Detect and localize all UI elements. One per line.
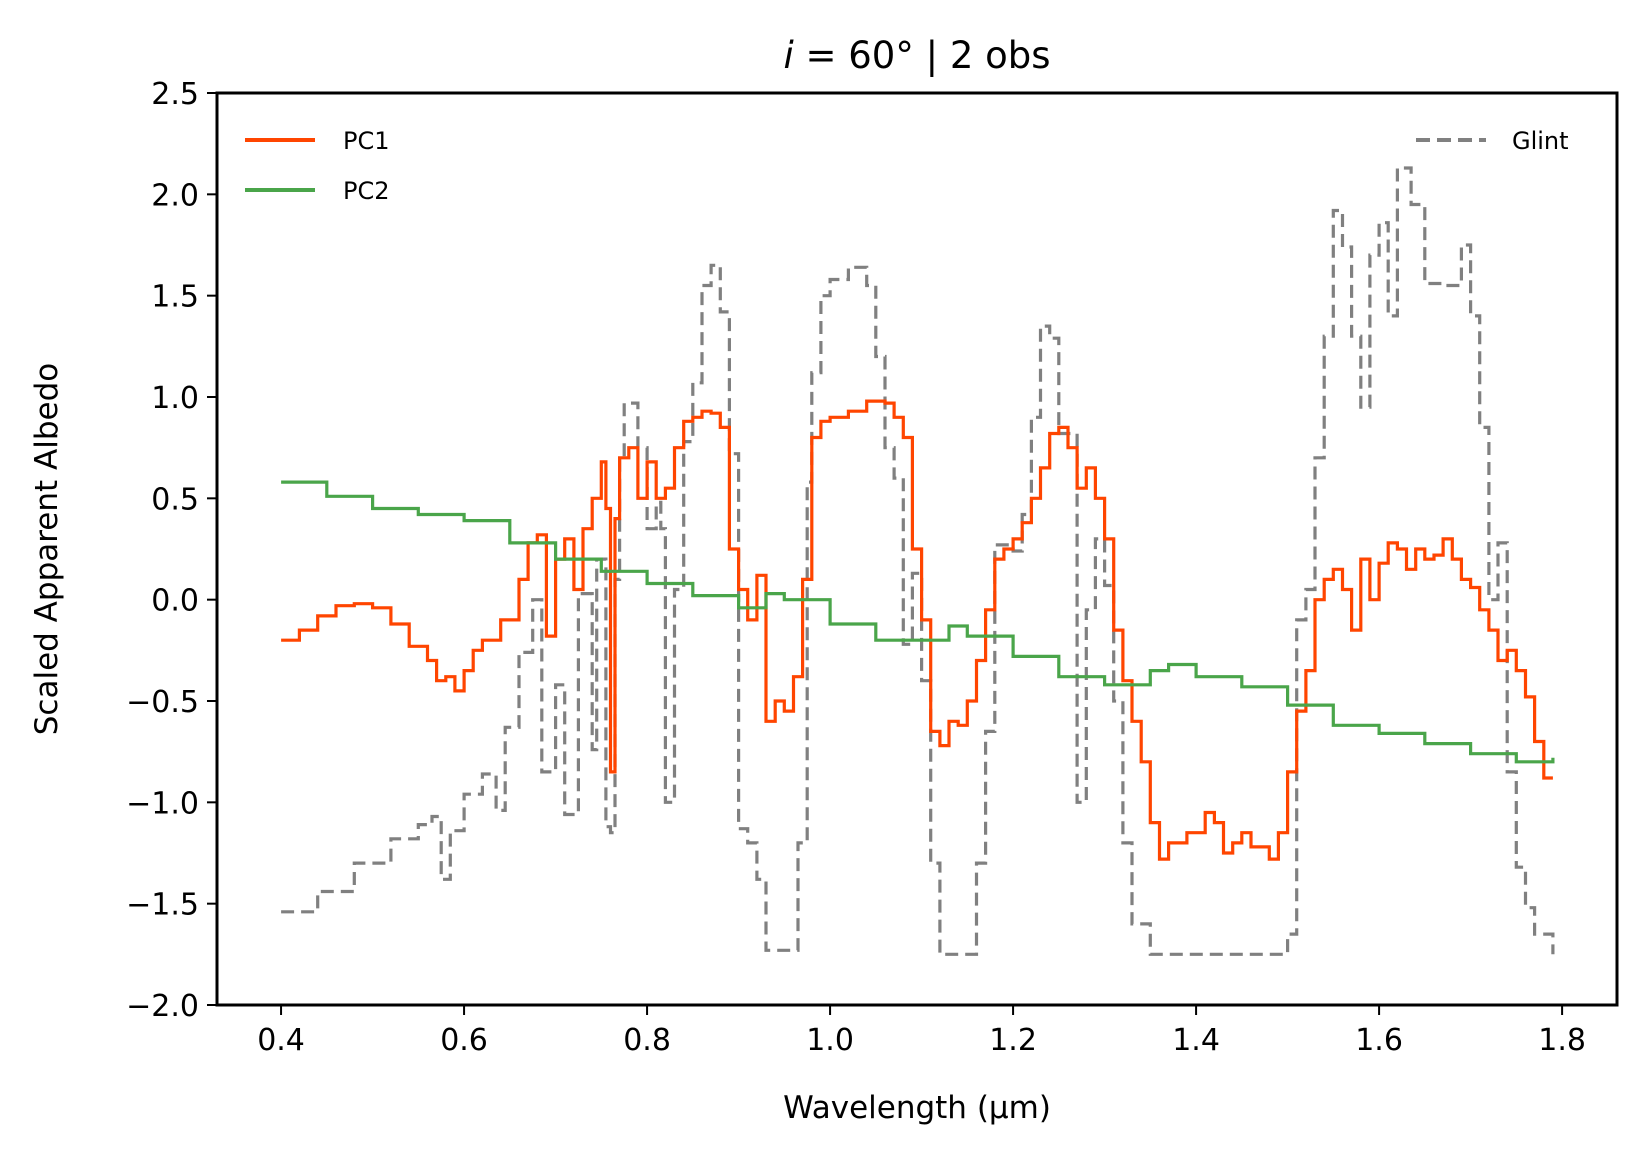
y-tick-label: −1.0 [126,786,199,821]
legend-pc1-label: PC1 [343,127,390,155]
y-tick-label: 2.0 [151,178,199,213]
legend-left: PC1 PC2 [245,127,390,205]
y-axis-label: Scaled Apparent Albedo [29,363,65,736]
y-tick-label: 0.0 [151,584,199,619]
x-tick-label: 1.6 [1355,1023,1403,1058]
series-pc2-line [281,480,1555,764]
y-tick-label: −2.0 [126,989,199,1024]
x-tick-label: 1.4 [1172,1023,1220,1058]
x-tick-label: 0.6 [440,1023,488,1058]
x-axis-label: Wavelength (μm) [783,1090,1051,1126]
series-pc1-line [281,399,1553,861]
y-tick-label: −1.5 [126,888,199,923]
x-tick-label: 1.0 [806,1023,854,1058]
x-axis: 0.4 0.6 0.8 1.0 1.2 1.4 1.6 1.8 [257,1005,1586,1058]
series-layer [281,166,1555,956]
y-tick-label: 0.5 [151,482,199,517]
x-tick-label: 1.2 [989,1023,1037,1058]
legend-pc2-label: PC2 [343,177,390,205]
chart-title: i = 60° | 2 obs [783,34,1050,77]
x-tick-label: 1.8 [1538,1023,1586,1058]
y-tick-label: −0.5 [126,685,199,720]
legend-glint-label: Glint [1512,127,1569,155]
y-tick-label: 2.5 [151,77,199,112]
y-tick-label: 1.0 [151,381,199,416]
y-tick-label: 1.5 [151,280,199,315]
y-axis: −2.0 −1.5 −1.0 −0.5 0.0 0.5 1.0 1.5 2.0 2.5 [126,77,217,1024]
legend-right: Glint [1416,127,1569,155]
x-tick-label: 0.4 [257,1023,305,1058]
x-tick-label: 0.8 [623,1023,671,1058]
plot-frame [215,91,1619,1007]
series-glint-line [281,166,1555,956]
